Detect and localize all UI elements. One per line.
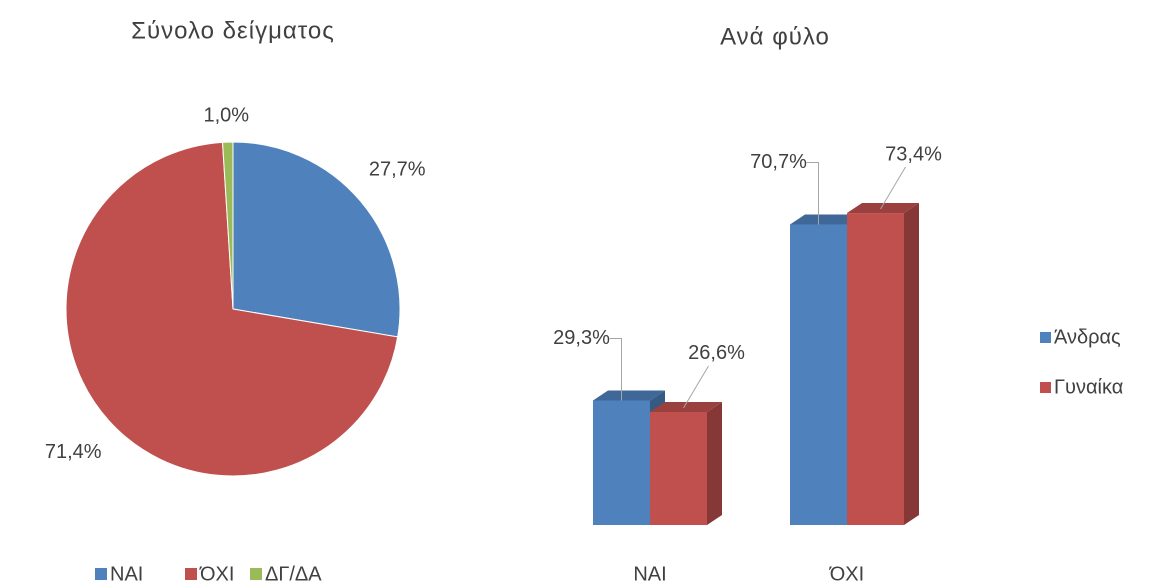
leader-line xyxy=(683,365,709,409)
data-label: 1,0% xyxy=(203,104,249,126)
data-label: 27,7% xyxy=(369,159,426,181)
legend-label: ΌΧΙ xyxy=(199,563,234,585)
data-label: 29,3% xyxy=(553,327,610,349)
legend-swatch xyxy=(185,568,197,580)
legend-label: Γυναίκα xyxy=(1054,376,1123,398)
x-tick-label: ΌΧΙ xyxy=(829,563,864,585)
legend-label: ΔΓ/ΔΑ xyxy=(265,563,322,585)
chart-title: Σύνολο δείγματος xyxy=(131,17,335,44)
bar-top xyxy=(790,214,862,225)
bar xyxy=(847,213,904,526)
legend-swatch xyxy=(1040,382,1051,393)
bar-top xyxy=(593,390,665,401)
pie-slice xyxy=(65,141,399,477)
leader-line xyxy=(806,162,819,225)
legend-swatch xyxy=(250,568,262,580)
pie-slice xyxy=(232,141,401,338)
bar xyxy=(593,400,650,525)
chart-title: Ανά φύλο xyxy=(720,23,830,50)
bar xyxy=(650,411,707,525)
data-label: 70,7% xyxy=(750,151,807,173)
leader-line xyxy=(609,337,622,401)
data-label: 26,6% xyxy=(688,342,745,364)
legend-label: ΝΑΙ xyxy=(110,563,143,585)
legend-swatch xyxy=(95,568,107,580)
x-tick-label: ΝΑΙ xyxy=(633,563,666,585)
legend-label: Άνδρας xyxy=(1054,326,1121,348)
pie-slice xyxy=(221,141,234,310)
bar-side xyxy=(707,401,722,525)
leader-line xyxy=(880,166,906,210)
legend-swatch xyxy=(1040,332,1051,343)
data-label: 71,4% xyxy=(45,441,102,463)
bar-top xyxy=(650,401,722,412)
data-label: 73,4% xyxy=(885,143,942,165)
bar-side xyxy=(904,203,919,526)
bar-top xyxy=(847,203,919,214)
bar xyxy=(790,224,847,525)
